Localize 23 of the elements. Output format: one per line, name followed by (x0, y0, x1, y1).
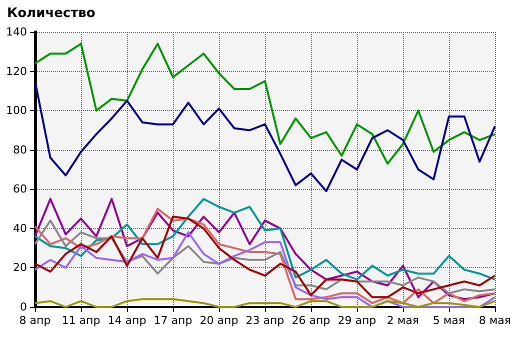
y-tick-label: 0 (20, 300, 27, 314)
x-tick-label: 11 апр (62, 314, 100, 327)
y-tick-label: 140 (6, 26, 27, 38)
x-tick-label: 2 мая (386, 314, 420, 327)
x-tick-label: 29 апр (338, 314, 376, 327)
line-series (34, 80, 496, 192)
y-tick-label: 60 (13, 182, 27, 196)
chart-title: Количество (7, 6, 96, 21)
x-tick-label: 17 апр (154, 314, 192, 327)
x-tick-label: 8 мая (478, 314, 511, 327)
x-tick-label: 20 апр (200, 314, 238, 327)
x-tick-label: 23 апр (246, 314, 284, 327)
y-tick-label: 40 (13, 222, 27, 235)
y-tick-label: 80 (13, 143, 27, 156)
x-tick-label: 8 апр (19, 314, 51, 327)
y-tick-label: 120 (6, 64, 27, 78)
line-series (34, 42, 496, 165)
y-tick-label: 100 (6, 104, 27, 118)
x-tick-label: 26 апр (292, 314, 330, 327)
x-tick-label: 5 мая (432, 314, 466, 327)
y-tick-label: 20 (13, 261, 27, 274)
x-tick-label: 14 апр (108, 314, 146, 327)
line-series (34, 198, 496, 280)
